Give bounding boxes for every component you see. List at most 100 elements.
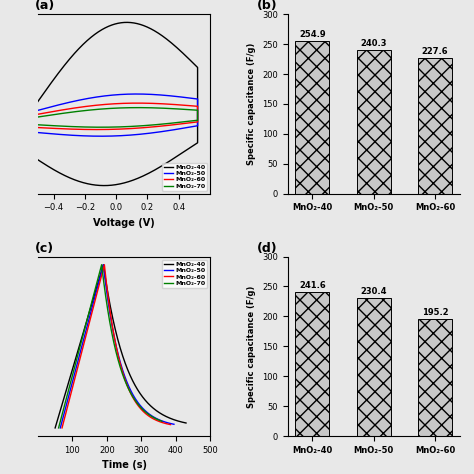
- Text: 227.6: 227.6: [422, 47, 448, 56]
- MnO₂-50: [98, 133, 104, 139]
- MnO₂-50: [171, 421, 177, 427]
- Y-axis label: Specific capacitance (F/g): Specific capacitance (F/g): [247, 43, 256, 165]
- MnO₂-60: [148, 415, 154, 420]
- MnO₂-40: [151, 168, 156, 173]
- MnO₂-70: [151, 122, 156, 128]
- MnO₂-40: [111, 320, 117, 326]
- Line: MnO₂-70: MnO₂-70: [59, 264, 162, 428]
- Y-axis label: Specific capacitance (F/g): Specific capacitance (F/g): [247, 285, 256, 408]
- MnO₂-40: [124, 19, 129, 25]
- MnO₂-40: [55, 72, 60, 77]
- MnO₂-60: [168, 422, 173, 428]
- MnO₂-70: [55, 111, 60, 117]
- Line: MnO₂-60: MnO₂-60: [38, 103, 198, 129]
- MnO₂-50: [150, 414, 156, 419]
- MnO₂-40: [112, 324, 118, 330]
- MnO₂-40: [101, 183, 107, 189]
- Text: 254.9: 254.9: [299, 30, 326, 39]
- Bar: [295, 292, 329, 436]
- Legend: MnO₂-40, MnO₂-50, MnO₂-60, MnO₂-70: MnO₂-40, MnO₂-50, MnO₂-60, MnO₂-70: [162, 260, 207, 288]
- MnO₂-60: [35, 111, 41, 117]
- MnO₂-50: [169, 421, 174, 427]
- MnO₂-60: [117, 360, 123, 366]
- MnO₂-70: [35, 114, 41, 120]
- Line: MnO₂-50: MnO₂-50: [38, 94, 198, 136]
- X-axis label: Time (s): Time (s): [101, 460, 146, 470]
- Line: MnO₂-40: MnO₂-40: [38, 22, 198, 186]
- Text: (c): (c): [35, 242, 54, 255]
- MnO₂-70: [107, 317, 112, 322]
- Bar: [295, 41, 329, 194]
- MnO₂-50: [57, 425, 63, 431]
- MnO₂-50: [112, 133, 118, 139]
- MnO₂-70: [118, 368, 124, 374]
- MnO₂-70: [112, 124, 118, 130]
- Text: 230.4: 230.4: [360, 287, 387, 296]
- MnO₂-60: [35, 125, 41, 130]
- MnO₂-40: [120, 354, 126, 360]
- MnO₂-70: [98, 124, 104, 130]
- MnO₂-50: [35, 130, 41, 136]
- MnO₂-60: [151, 124, 156, 130]
- MnO₂-70: [141, 408, 147, 413]
- MnO₂-70: [107, 320, 113, 326]
- Bar: [357, 298, 391, 436]
- MnO₂-50: [160, 128, 166, 134]
- MnO₂-40: [79, 179, 84, 185]
- Bar: [418, 319, 452, 436]
- MnO₂-40: [180, 419, 186, 425]
- MnO₂-70: [113, 349, 119, 355]
- MnO₂-50: [100, 262, 106, 267]
- MnO₂-60: [79, 127, 84, 132]
- Line: MnO₂-40: MnO₂-40: [55, 264, 186, 428]
- MnO₂-70: [35, 122, 41, 128]
- MnO₂-50: [124, 378, 129, 384]
- Text: (a): (a): [35, 0, 55, 12]
- Text: (d): (d): [256, 242, 277, 255]
- MnO₂-60: [135, 100, 140, 106]
- MnO₂-40: [35, 99, 41, 104]
- MnO₂-40: [159, 411, 164, 417]
- MnO₂-50: [134, 91, 139, 97]
- MnO₂-50: [35, 108, 41, 113]
- MnO₂-70: [159, 419, 165, 424]
- MnO₂-60: [110, 329, 116, 335]
- MnO₂-50: [110, 328, 116, 334]
- MnO₂-70: [99, 262, 104, 267]
- MnO₂-40: [128, 373, 133, 379]
- Text: 241.6: 241.6: [299, 281, 326, 290]
- MnO₂-60: [160, 123, 166, 129]
- MnO₂-40: [35, 157, 41, 163]
- MnO₂-40: [100, 262, 106, 267]
- Line: MnO₂-70: MnO₂-70: [38, 108, 198, 127]
- MnO₂-50: [169, 128, 174, 133]
- Text: (b): (b): [256, 0, 277, 12]
- MnO₂-60: [59, 425, 65, 431]
- Bar: [357, 50, 391, 194]
- MnO₂-60: [93, 127, 99, 132]
- MnO₂-50: [55, 102, 60, 108]
- MnO₂-40: [183, 420, 189, 426]
- Line: MnO₂-50: MnO₂-50: [60, 264, 174, 428]
- MnO₂-40: [52, 425, 58, 431]
- Text: 240.3: 240.3: [360, 39, 387, 48]
- MnO₂-40: [169, 157, 174, 163]
- MnO₂-60: [101, 262, 107, 267]
- X-axis label: Voltage (V): Voltage (V): [93, 218, 155, 228]
- MnO₂-50: [151, 130, 156, 136]
- MnO₂-70: [169, 120, 174, 126]
- MnO₂-50: [109, 324, 115, 330]
- MnO₂-70: [135, 105, 141, 110]
- MnO₂-50: [117, 359, 123, 365]
- MnO₂-60: [169, 122, 174, 128]
- MnO₂-70: [56, 425, 62, 431]
- Bar: [418, 57, 452, 194]
- Line: MnO₂-60: MnO₂-60: [62, 264, 171, 428]
- MnO₂-70: [157, 418, 163, 423]
- MnO₂-50: [79, 133, 84, 138]
- MnO₂-60: [123, 380, 129, 385]
- Legend: MnO₂-40, MnO₂-50, MnO₂-60, MnO₂-70: MnO₂-40, MnO₂-50, MnO₂-60, MnO₂-70: [162, 163, 207, 191]
- MnO₂-60: [55, 108, 60, 114]
- MnO₂-40: [160, 162, 166, 168]
- Text: 195.2: 195.2: [422, 309, 448, 318]
